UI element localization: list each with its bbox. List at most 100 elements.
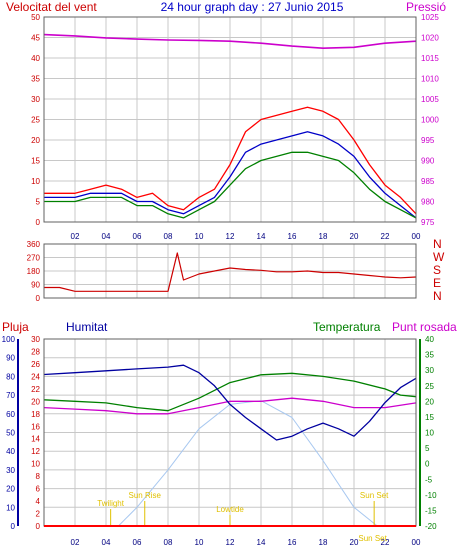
pressure-tick-label: 980 [421,198,435,207]
rain-tick-label: 28 [31,347,40,356]
rain-tick-label: 0 [36,522,41,531]
temperature-tick-label: -15 [425,506,437,515]
direction-plot-frame [43,243,417,299]
wind-time-tick-label: 18 [319,232,328,241]
temperature-tick-label: 15 [425,413,434,422]
pressure-axis-label: Pressió [406,0,446,14]
pressure-tick-label: 1000 [421,116,439,125]
wind-speed-tick-label: 20 [31,136,40,145]
pressure-line [43,33,417,50]
climate-time-tick-label: 10 [195,538,204,547]
pressure-tick-label: 1010 [421,75,439,84]
humidity-tick-label: 70 [6,391,15,400]
rain-tick-label: 10 [31,460,40,469]
rain-tick-label: 2 [36,510,41,519]
humidity-tick-label: 50 [6,429,15,438]
humidity-tick-label: 10 [6,503,15,512]
temperature-tick-label: -10 [425,491,437,500]
direction-tick-label: 360 [27,240,41,249]
temperature-tick-label: 35 [425,351,434,360]
wind-speed-tick-label: 50 [31,13,40,22]
temperature-tick-label: 5 [425,444,430,453]
direction-tick-label: 90 [31,281,40,290]
rain-tick-label: 26 [31,360,40,369]
humidity-tick-label: 100 [2,335,16,344]
average-line [44,131,417,219]
wind-time-tick-label: 22 [381,232,390,241]
wind-speed-tick-label: 15 [31,157,40,166]
humidity-ticks: 0 10 20 30 40 50 60 70 80 90 100 [2,335,16,531]
wind-time-tick-label: 08 [164,232,173,241]
rain-tick-label: 6 [36,485,41,494]
direction-tick-label: 270 [27,254,41,263]
climate-time-tick-label: 06 [133,538,142,547]
temperature-tick-label: 10 [425,429,434,438]
climate-time-tick-label: 04 [102,538,111,547]
compass-label: W [433,250,445,264]
climate-time-tick-label: 20 [350,538,359,547]
pressure-tick-label: 1020 [421,34,439,43]
humidity-axis-label: Humitat [66,320,108,334]
rain-tick-label: 20 [31,397,40,406]
wind-time-tick-label: 00 [412,232,421,241]
wind-speed-axis-label: Velocitat del vent [6,0,97,14]
humidity-tick-label: 30 [6,466,15,475]
annotation-label: Lowtide [216,505,244,514]
temperature-tick-label: 30 [425,366,434,375]
pressure-tick-label: 1005 [421,95,439,104]
wind-time-tick-label: 04 [102,232,111,241]
dewpoint-axis-label: Punt rosada [392,320,457,334]
temperature-tick-label: -20 [425,522,437,531]
wind-speed-tick-label: 10 [31,177,40,186]
temperature-tick-label: -5 [425,475,433,484]
pressure-tick-label: 1015 [421,54,439,63]
temperature-tick-label: 40 [425,335,434,344]
temperature-ticks: -20 -15 -10 -5 0 5 10 15 20 25 30 35 40 [425,335,437,531]
pressure-tick-label: 985 [421,177,435,186]
wind-time-tick-label: 12 [226,232,235,241]
humidity-tick-label: 40 [6,447,15,456]
direction-series [44,252,417,292]
humidity-tick-label: 0 [11,522,16,531]
climate-time-tick-label: 14 [257,538,266,547]
wind-time-tick-label: 10 [195,232,204,241]
direction-ticks: 0 90 180 270 360 [27,240,41,303]
temperature-tick-label: 0 [425,460,430,469]
direction-tick-label: 180 [27,267,41,276]
humidity-tick-label: 60 [6,410,15,419]
annotation-label: Sun Set [358,534,387,543]
wind-direction-line [44,252,417,292]
rain-tick-label: 4 [36,497,41,506]
humidity-tick-label: 80 [6,372,15,381]
chart-title: 24 hour graph day : 27 Junio 2015 [161,0,344,14]
wind-time-tick-label: 14 [257,232,266,241]
rain-tick-label: 18 [31,410,40,419]
climate-time-ticks: 02 04 06 08 10 12 14 16 18 20 22 00 [71,538,421,547]
climate-time-tick-label: 18 [319,538,328,547]
wind-speed-ticks: 0 5 10 15 20 25 30 35 40 45 50 [31,13,40,227]
wind-speed-tick-label: 0 [36,218,41,227]
compass-label: S [433,263,441,277]
wind-speed-tick-label: 5 [36,198,41,207]
wind-speed-tick-label: 25 [31,116,40,125]
astronomy-annotations: Sun Rise Sun Set Twilight Lowtide Sun Set [97,491,389,543]
wind-time-tick-label: 16 [288,232,297,241]
pressure-tick-label: 975 [421,218,435,227]
wind-time-tick-label: 06 [133,232,142,241]
humidity-tick-label: 20 [6,485,15,494]
wind-plot-frame [43,16,417,223]
rain-tick-label: 30 [31,335,40,344]
wind-speed-tick-label: 35 [31,75,40,84]
compass-label: E [433,276,441,290]
annotation-label: Twilight [97,499,124,508]
temperature-line [43,372,417,412]
climate-time-tick-label: 00 [412,538,421,547]
speed-line [44,151,417,219]
rain-tick-label: 14 [31,435,40,444]
climate-time-tick-label: 08 [164,538,173,547]
pressure-tick-label: 990 [421,157,435,166]
wind-speed-tick-label: 45 [31,34,40,43]
